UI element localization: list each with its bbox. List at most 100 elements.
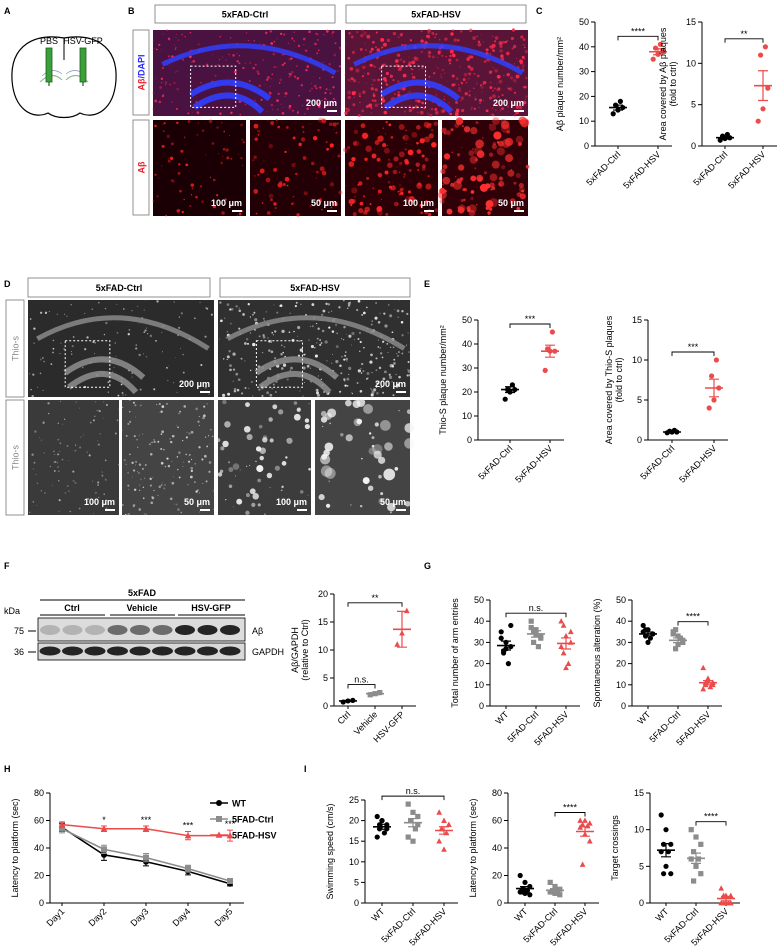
signal-dot xyxy=(513,181,517,185)
row-label-box xyxy=(132,29,150,116)
signal-dot xyxy=(377,85,379,87)
signal-dot xyxy=(135,460,137,463)
signal-dot xyxy=(178,476,181,479)
signal-dot xyxy=(524,58,526,60)
signal-dot xyxy=(354,195,356,198)
signal-dot xyxy=(94,401,97,403)
signal-dot xyxy=(226,358,228,361)
data-point xyxy=(698,841,704,847)
significance-bracket xyxy=(724,38,764,43)
signal-dot xyxy=(293,330,295,333)
signal-dot xyxy=(36,504,38,506)
data-point xyxy=(727,892,734,899)
signal-dot xyxy=(67,490,70,493)
signal-dot xyxy=(149,484,152,487)
signal-dot xyxy=(70,304,72,306)
data-point xyxy=(531,629,537,635)
significance-bracket xyxy=(347,602,403,607)
y-tick-label: 15 xyxy=(686,17,696,27)
significance-label: ** xyxy=(740,29,748,39)
signal-dot xyxy=(139,489,141,492)
data-point xyxy=(645,639,651,646)
signal-dot xyxy=(365,82,368,84)
signal-dot xyxy=(339,392,341,394)
error-bar xyxy=(661,843,671,858)
signal-dot xyxy=(502,57,504,60)
signal-dot xyxy=(303,191,308,196)
signal-dot xyxy=(431,142,437,148)
signal-dot xyxy=(220,319,223,323)
signal-dot xyxy=(221,393,226,397)
signal-dot xyxy=(315,170,319,174)
signal-dot xyxy=(515,74,520,79)
signal-dot xyxy=(494,50,496,52)
signal-dot xyxy=(465,81,468,84)
signal-dot xyxy=(359,48,363,51)
signal-dot xyxy=(499,49,503,53)
data-point xyxy=(558,618,565,624)
line-point xyxy=(226,832,234,839)
signal-dot xyxy=(259,43,261,45)
legend-label: 5FAD-HSV xyxy=(232,831,277,841)
signal-dot xyxy=(72,479,75,483)
signal-dot xyxy=(252,493,259,500)
signal-dot xyxy=(138,353,141,357)
signal-dot xyxy=(371,99,374,102)
header-box xyxy=(219,277,411,298)
signal-dot xyxy=(101,471,103,473)
signal-dot xyxy=(392,346,395,349)
signal-dot xyxy=(281,329,285,334)
signal-dot xyxy=(407,360,410,363)
signal-dot xyxy=(44,492,46,494)
signal-dot xyxy=(198,511,200,513)
signal-dot xyxy=(299,390,301,392)
signal-dot xyxy=(519,186,525,193)
data-point xyxy=(563,632,569,639)
signal-dot xyxy=(88,454,91,457)
signal-dot xyxy=(339,390,342,393)
signal-dot xyxy=(154,99,158,103)
signal-dot xyxy=(114,499,116,501)
signal-dot xyxy=(311,325,314,328)
signal-dot xyxy=(485,206,490,210)
signal-dot xyxy=(142,497,145,500)
signal-dot xyxy=(166,134,170,138)
signal-dot xyxy=(105,507,108,510)
signal-dot xyxy=(69,510,71,513)
signal-dot xyxy=(297,325,301,330)
signal-dot xyxy=(201,129,205,132)
signal-dot xyxy=(211,142,215,145)
signal-dot xyxy=(236,388,240,392)
data-point xyxy=(445,821,452,828)
signal-dot xyxy=(470,196,474,201)
y-tick-label: 40 xyxy=(34,843,44,853)
y-tick-label: 0 xyxy=(691,141,696,151)
signal-dot xyxy=(496,83,498,85)
signal-dot xyxy=(277,92,280,96)
signal-dot xyxy=(169,497,173,501)
data-point xyxy=(758,52,764,58)
data-point xyxy=(557,892,563,898)
signal-dot xyxy=(288,76,290,78)
signal-dot xyxy=(441,188,443,190)
signal-dot xyxy=(288,331,291,334)
signal-dot xyxy=(362,65,366,70)
signal-dot xyxy=(273,66,276,69)
signal-dot xyxy=(449,49,454,54)
signal-dot xyxy=(240,123,243,127)
signal-dot xyxy=(198,415,200,418)
signal-dot xyxy=(253,311,256,314)
signal-dot xyxy=(269,339,273,343)
signal-dot xyxy=(381,45,383,47)
data-point xyxy=(718,885,725,891)
signal-dot xyxy=(226,303,230,306)
signal-dot xyxy=(248,79,251,83)
signal-dot xyxy=(333,53,337,57)
signal-dot xyxy=(449,112,453,116)
signal-dot xyxy=(240,392,244,395)
panel-label: I xyxy=(304,764,307,774)
signal-dot xyxy=(66,315,68,317)
signal-dot xyxy=(225,337,227,339)
signal-dot xyxy=(506,85,508,87)
signal-dot xyxy=(153,440,156,443)
